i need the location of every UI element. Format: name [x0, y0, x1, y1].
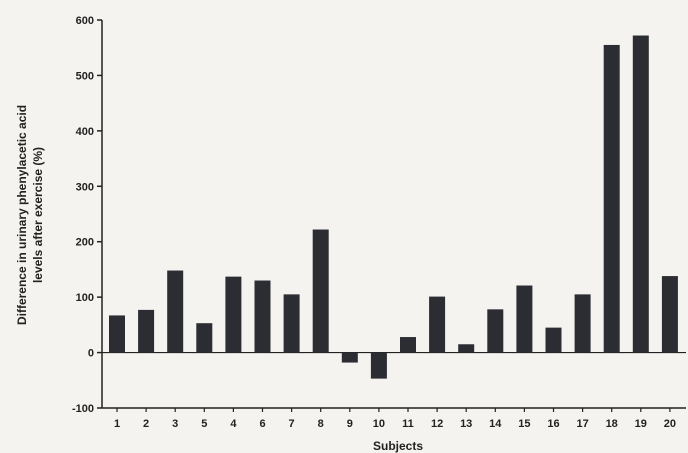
x-tick-label: 20	[664, 418, 676, 430]
y-tick-label: 400	[76, 126, 94, 138]
x-tick-label: 2	[143, 418, 149, 430]
bar	[487, 309, 504, 353]
bar	[312, 229, 329, 353]
bar	[429, 296, 446, 353]
x-tick-label: 5	[201, 418, 207, 430]
x-tick-label: 9	[347, 418, 353, 430]
y-tick-label: 600	[76, 15, 94, 27]
x-tick-label: 15	[518, 418, 530, 430]
x-tick-label: 7	[289, 418, 295, 430]
y-tick-label: 300	[76, 181, 94, 193]
bar	[545, 327, 562, 353]
x-tick-label: 17	[576, 418, 588, 430]
y-tick-label: 100	[76, 292, 94, 304]
y-axis-title-line2: levels after exercise (%)	[31, 147, 45, 283]
bar	[603, 44, 620, 353]
bar	[370, 352, 387, 379]
x-tick-label: 6	[259, 418, 265, 430]
x-tick-label: 11	[402, 418, 414, 430]
y-tick-label: 0	[88, 348, 94, 360]
bar	[167, 270, 184, 353]
bar	[196, 323, 213, 353]
y-axis-title: Difference in urinary phenylacetic acid …	[15, 105, 45, 325]
bar	[138, 309, 155, 353]
bar	[632, 35, 649, 353]
x-tick-label: 10	[373, 418, 385, 430]
y-tick-label: -100	[72, 403, 94, 415]
y-tick-label: 200	[76, 237, 94, 249]
bar	[400, 337, 416, 353]
x-tick-label: 19	[635, 418, 647, 430]
bar	[458, 344, 475, 353]
x-tick-label: 4	[230, 418, 237, 430]
x-tick-label: 16	[547, 418, 559, 430]
y-axis-title-line1: Difference in urinary phenylacetic acid	[15, 105, 29, 325]
x-tick-label: 13	[460, 418, 472, 430]
x-tick-label: 14	[489, 418, 502, 430]
bar	[341, 352, 358, 363]
bar	[225, 276, 242, 353]
bar	[283, 294, 300, 353]
x-axis: 1 2 3 5 4 6 7 8 9 10 11 12 13 14 15 16 17 18 19 20	[102, 407, 686, 430]
x-tick-label: 8	[318, 418, 324, 430]
bar	[661, 276, 678, 353]
x-tick-label: 3	[172, 418, 178, 430]
bar	[516, 285, 533, 353]
bar	[109, 315, 125, 353]
x-tick-label: 18	[606, 418, 618, 430]
x-tick-label: 1	[114, 418, 120, 430]
bar	[574, 294, 591, 353]
x-axis-title: Subjects	[373, 439, 423, 453]
bars	[109, 35, 678, 379]
x-tick-label: 12	[431, 418, 443, 430]
y-tick-label: 500	[76, 70, 94, 82]
bar	[254, 280, 271, 353]
